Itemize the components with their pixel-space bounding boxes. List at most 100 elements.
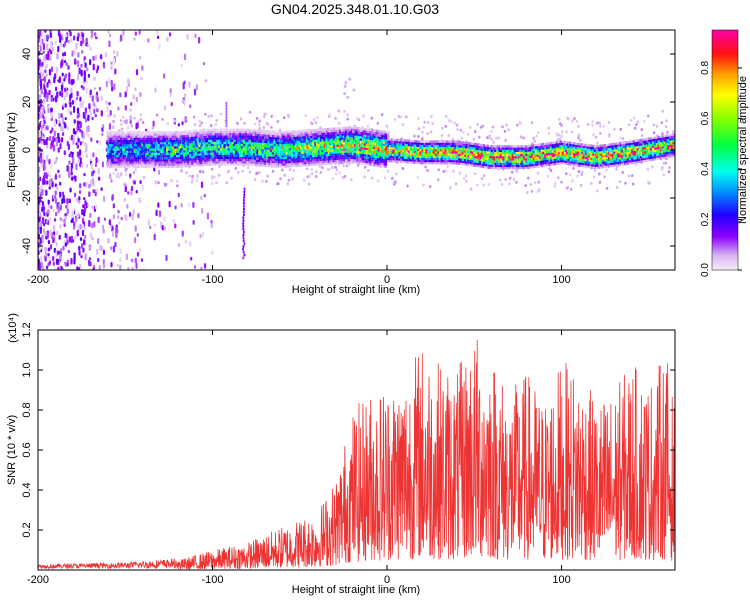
spectrogram-cell	[290, 164, 294, 168]
spectrogram-cell	[100, 110, 103, 117]
spectrogram-cell	[330, 136, 334, 139]
spectrogram-cell	[246, 128, 250, 132]
spectrogram-cell	[212, 135, 215, 138]
spectrogram-cell	[280, 165, 284, 169]
spectrogram-cell	[400, 147, 404, 151]
spectrogram-cell	[75, 163, 78, 171]
spectrogram-cell	[438, 157, 441, 161]
spectrogram-cell	[165, 254, 168, 261]
spectrogram-cell	[108, 141, 112, 145]
spectrogram-cell	[140, 150, 144, 153]
spectrogram-cell	[361, 155, 365, 159]
spectrogram-cell	[192, 220, 195, 225]
spectrogram-cell	[313, 139, 317, 143]
spectrogram-cell	[133, 165, 136, 169]
spectrogram-cell	[138, 196, 141, 204]
spectrogram-cell	[358, 146, 361, 150]
spectrogram-cell	[395, 149, 399, 153]
spectrogram-cell	[167, 141, 171, 145]
spectrogram-cell	[350, 143, 353, 147]
spectrogram-cell	[87, 133, 90, 138]
spectrogram-cell	[361, 131, 365, 135]
spectrogram-cell	[457, 162, 461, 165]
spectrogram-cell	[322, 132, 326, 135]
spectrogram-cell	[148, 139, 152, 143]
spectrogram-cell	[111, 159, 115, 162]
spectrogram-cell	[194, 131, 197, 135]
spectrogram-cell	[208, 141, 211, 145]
spectrogram-cell	[193, 122, 197, 127]
spectrogram-cell	[378, 147, 382, 150]
spectrogram-cell	[499, 162, 503, 165]
spectrogram-cell	[44, 116, 47, 121]
spectrogram-cell	[231, 128, 235, 132]
spectrogram-cell	[71, 212, 74, 219]
spectrogram-cell	[246, 130, 250, 134]
spectrogram-cell	[77, 125, 80, 131]
spectrogram-cell	[627, 174, 631, 178]
spectrogram-cell	[369, 133, 372, 136]
spectrogram-cell	[117, 175, 121, 179]
spectrogram-cell	[119, 92, 122, 98]
spectrogram-cell	[157, 202, 160, 208]
spectrogram-cell	[257, 142, 261, 145]
spectrogram-cell	[246, 148, 249, 151]
spectrogram-cell	[309, 128, 313, 132]
spectrogram-cell	[505, 151, 509, 155]
spectrogram-cell	[56, 230, 59, 236]
spectrogram-cell	[39, 188, 42, 193]
spectrogram-cell	[237, 130, 240, 134]
spectrogram-cell	[163, 148, 167, 151]
spectrogram-cell	[67, 39, 71, 44]
spectrogram-cell	[160, 163, 163, 166]
spectrogram-cell	[242, 204, 245, 208]
spectrogram-cell	[64, 232, 67, 239]
spectrogram-cell	[134, 133, 138, 136]
spectrogram-cell	[460, 136, 464, 140]
spectrogram-cell	[500, 164, 503, 168]
spectrogram-cell	[242, 128, 246, 132]
spectrogram-cell	[167, 135, 171, 138]
spectrogram-cell	[186, 164, 190, 168]
spectrogram-cell	[202, 139, 205, 143]
spectrogram-cell	[287, 114, 290, 118]
spectrogram-cell	[509, 149, 512, 153]
spectrogram-cell	[240, 152, 244, 155]
spectrogram-cell	[108, 165, 112, 169]
spectrogram-cell	[59, 143, 62, 150]
spectrogram-cell	[507, 158, 510, 161]
spectrogram-cell	[223, 152, 227, 155]
spectrogram-cell	[451, 144, 455, 148]
spectrogram-cell	[509, 158, 513, 161]
spectrogram-cell	[286, 134, 290, 138]
spectrogram-cell	[142, 163, 146, 166]
spectrogram-cell	[169, 146, 173, 149]
spectrogram-cell	[426, 157, 430, 161]
spectrogram-cell	[119, 257, 122, 263]
spectrogram-cell	[230, 176, 233, 180]
spectrogram-cell	[413, 157, 417, 160]
spectrogram-cell	[97, 216, 100, 224]
spectrogram-cell	[300, 153, 303, 156]
spectrogram-cell	[268, 158, 271, 161]
spectrogram-cell	[396, 147, 399, 150]
spectrogram-cell	[232, 150, 236, 153]
spectrogram-cell	[137, 165, 140, 169]
spectrogram-cell	[315, 147, 319, 151]
spectrogram-cell	[484, 150, 487, 154]
spectrogram-cell	[351, 141, 355, 145]
spectrogram-cell	[203, 146, 207, 149]
spectrogram-cell	[321, 166, 324, 170]
spectrogram-cell	[163, 159, 167, 162]
spectrogram-cell	[261, 151, 265, 154]
spectrogram-cell	[279, 130, 283, 134]
spectrogram-cell	[250, 128, 253, 132]
spectrogram-cell	[428, 155, 432, 159]
spectrogram-cell	[143, 161, 146, 164]
spectrogram-cell	[331, 129, 334, 133]
spectrogram-cell	[225, 143, 228, 147]
spectrogram-cell	[112, 161, 115, 164]
spectrogram-cell	[127, 154, 130, 158]
spectrogram-cell	[119, 159, 123, 162]
spectrogram-cell	[290, 145, 294, 148]
